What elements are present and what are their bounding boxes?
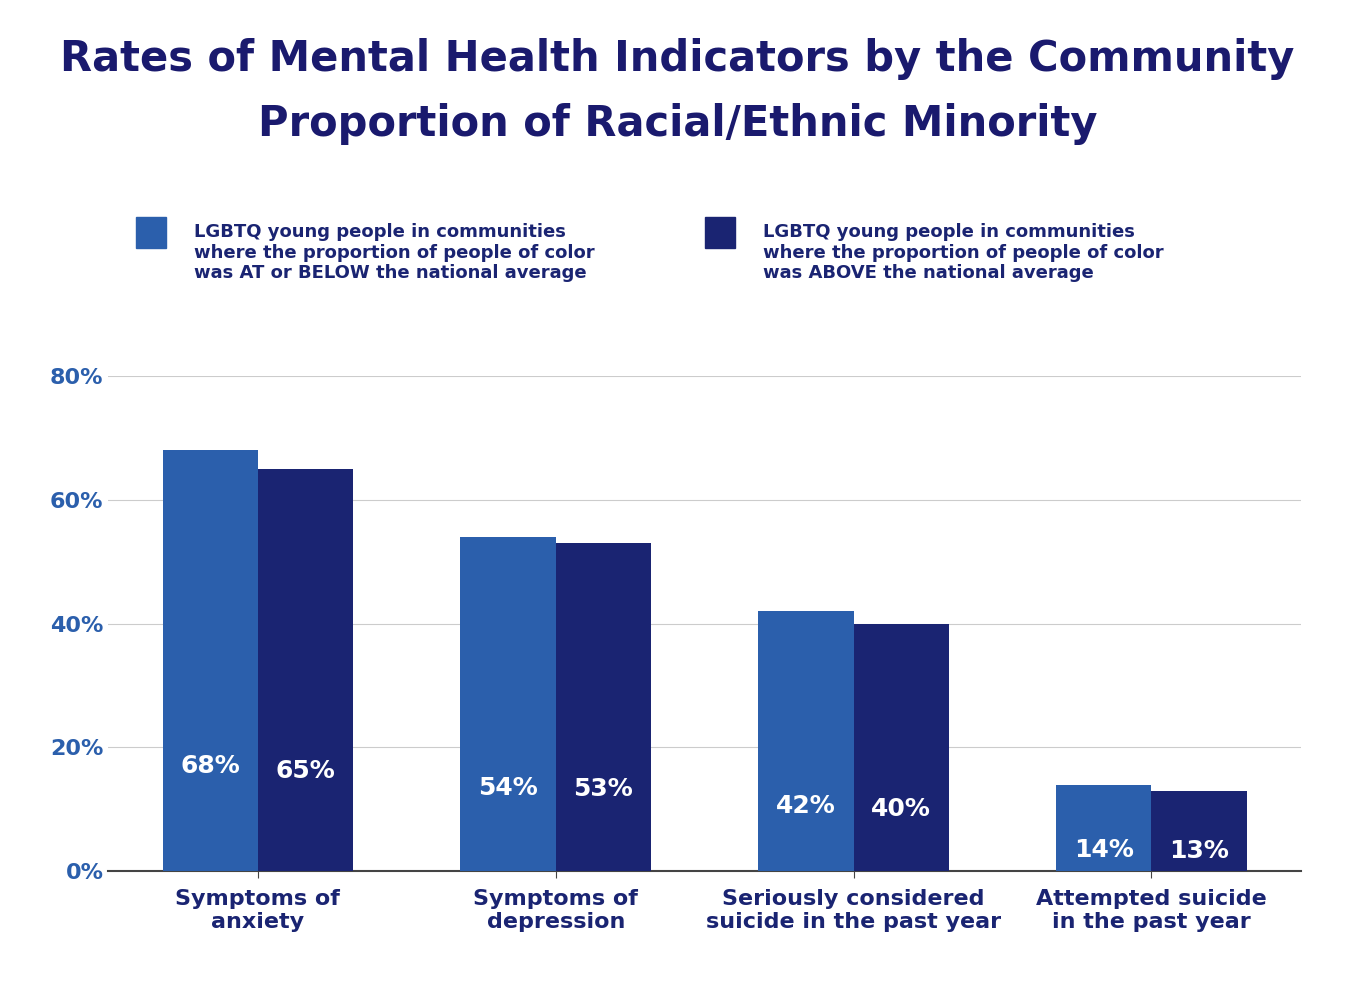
Text: 53%: 53%: [573, 777, 633, 801]
Text: Proportion of Racial/Ethnic Minority: Proportion of Racial/Ethnic Minority: [257, 103, 1098, 145]
Text: 14%: 14%: [1073, 838, 1134, 861]
Text: 68%: 68%: [180, 754, 240, 778]
Bar: [759, 612, 854, 871]
Text: Rates of Mental Health Indicators by the Community: Rates of Mental Health Indicators by the…: [61, 39, 1294, 80]
Text: 40%: 40%: [871, 797, 931, 822]
Text: LGBTQ young people in communities
where the proportion of people of color
was AB: LGBTQ young people in communities where …: [763, 223, 1164, 282]
Bar: [1056, 784, 1152, 871]
Bar: [163, 450, 257, 871]
Text: 65%: 65%: [275, 758, 336, 783]
Text: 13%: 13%: [1169, 840, 1229, 863]
Bar: [1152, 791, 1247, 871]
Text: 54%: 54%: [478, 776, 538, 800]
Bar: [854, 624, 948, 871]
Bar: [461, 537, 556, 871]
Text: 42%: 42%: [776, 794, 836, 818]
Text: LGBTQ young people in communities
where the proportion of people of color
was AT: LGBTQ young people in communities where …: [194, 223, 595, 282]
Bar: [556, 544, 650, 871]
Bar: [257, 469, 354, 871]
